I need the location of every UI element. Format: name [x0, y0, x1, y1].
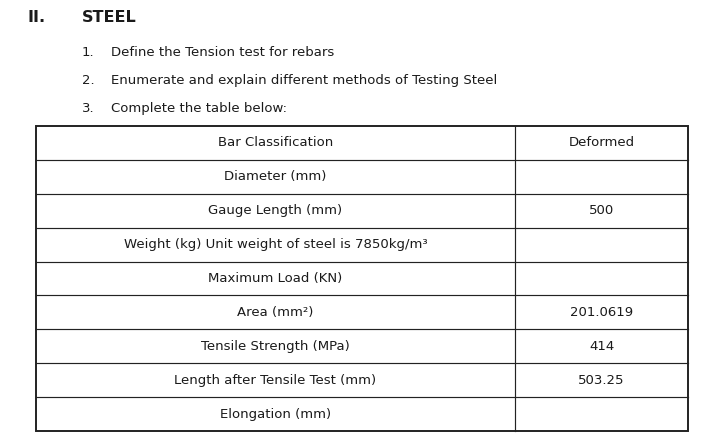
Text: Complete the table below:: Complete the table below: — [111, 102, 287, 115]
Text: Length after Tensile Test (mm): Length after Tensile Test (mm) — [175, 374, 376, 387]
Text: 201.0619: 201.0619 — [570, 306, 633, 319]
Text: 1.: 1. — [82, 46, 95, 59]
Text: 2.: 2. — [82, 74, 95, 87]
Text: 3.: 3. — [82, 102, 95, 115]
Text: Enumerate and explain different methods of Testing Steel: Enumerate and explain different methods … — [111, 74, 497, 87]
Text: Area (mm²): Area (mm²) — [237, 306, 314, 319]
Bar — [36, 126, 688, 431]
Text: Diameter (mm): Diameter (mm) — [224, 170, 327, 183]
Text: 503.25: 503.25 — [578, 374, 625, 387]
Text: Define the Tension test for rebars: Define the Tension test for rebars — [111, 46, 334, 59]
Text: Deformed: Deformed — [568, 136, 635, 149]
Text: Maximum Load (KN): Maximum Load (KN) — [208, 272, 342, 285]
Text: II.: II. — [27, 10, 45, 25]
Text: Gauge Length (mm): Gauge Length (mm) — [208, 204, 342, 217]
Text: 414: 414 — [589, 340, 614, 353]
Text: 500: 500 — [589, 204, 614, 217]
Text: Bar Classification: Bar Classification — [217, 136, 333, 149]
Text: STEEL: STEEL — [82, 10, 137, 25]
Text: Tensile Strength (MPa): Tensile Strength (MPa) — [201, 340, 350, 353]
Text: Weight (kg) Unit weight of steel is 7850kg/m³: Weight (kg) Unit weight of steel is 7850… — [123, 238, 427, 251]
Text: Elongation (mm): Elongation (mm) — [220, 408, 331, 421]
